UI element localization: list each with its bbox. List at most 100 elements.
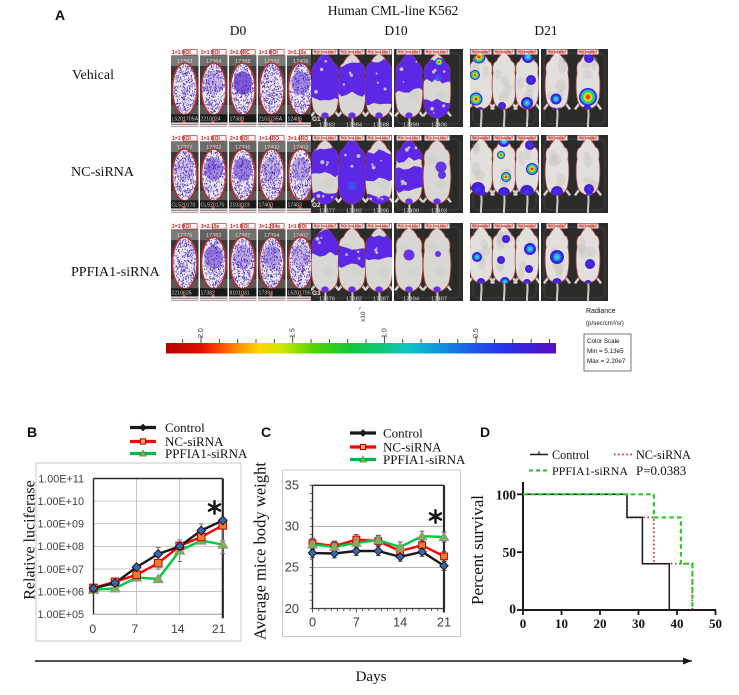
svg-text:0.5: 0.5	[473, 328, 480, 338]
svg-text:NC-siRNA: NC-siRNA	[383, 440, 442, 455]
svg-text:17382: 17382	[206, 233, 221, 239]
svg-text:1.0: 1.0	[381, 328, 388, 338]
svg-text:17400: 17400	[264, 145, 279, 151]
svg-text:17376: 17376	[319, 297, 335, 303]
svg-text:R0I 3=4.68e7: R0I 3=4.68e7	[579, 50, 599, 55]
svg-text:R0I 3=4.68e7: R0I 3=4.68e7	[579, 136, 599, 141]
svg-text:R0I 3=4.68e7: R0I 3=4.68e7	[398, 50, 422, 55]
svg-text:20: 20	[594, 616, 607, 631]
svg-text:1.00E+05: 1.00E+05	[37, 609, 84, 621]
svg-text:1.5: 1.5	[290, 328, 297, 338]
svg-text:R0I 3=4.68e7: R0I 3=4.68e7	[368, 136, 392, 141]
svg-text:Percent survival: Percent survival	[468, 495, 487, 605]
svg-text:3=2.10e: 3=2.10e	[288, 50, 306, 56]
svg-text:17376: 17376	[177, 233, 192, 239]
svg-text:17392: 17392	[346, 209, 362, 215]
svg-text:R0I 3=4.68e7: R0I 3=4.68e7	[314, 50, 338, 55]
svg-text:R0I 3=4.68e7: R0I 3=4.68e7	[472, 136, 492, 141]
svg-text:3=1.4RO: 3=1.4RO	[288, 136, 308, 142]
svg-text:17396: 17396	[235, 145, 250, 151]
svg-text:1=1.4RO: 1=1.4RO	[259, 136, 279, 142]
svg-text:1=1 ROI: 1=1 ROI	[201, 136, 220, 142]
svg-text:2103023: 2103023	[230, 203, 250, 209]
svg-text:3=2.0RC: 3=2.0RC	[230, 50, 250, 56]
svg-text:1.00E+08: 1.00E+08	[37, 541, 84, 553]
svg-text:17388: 17388	[235, 59, 250, 65]
svg-text:1=1 ROI: 1=1 ROI	[172, 136, 191, 142]
svg-text:17394: 17394	[264, 233, 279, 239]
svg-text:12406: 12406	[288, 117, 303, 123]
svg-text:A: A	[55, 7, 65, 23]
svg-text:D: D	[480, 424, 490, 440]
svg-text:PPFIA1-siRNA: PPFIA1-siRNA	[552, 464, 628, 478]
svg-text:17383: 17383	[177, 59, 192, 65]
svg-text:7: 7	[131, 622, 138, 636]
svg-text:17403: 17403	[431, 209, 447, 215]
svg-text:R0I 3=4.68e7: R0I 3=4.68e7	[426, 50, 450, 55]
svg-text:R0I 3=4.68e7: R0I 3=4.68e7	[368, 224, 392, 229]
svg-text:CL520170: CL520170	[201, 203, 225, 209]
svg-text:17387: 17387	[373, 297, 389, 303]
svg-text:2.0: 2.0	[198, 328, 205, 338]
svg-text:1.00E+11: 1.00E+11	[38, 473, 84, 485]
svg-text:R0I 3=4.68e7: R0I 3=4.68e7	[341, 50, 365, 55]
svg-text:1=1 ROI: 1=1 ROI	[230, 224, 249, 230]
svg-text:G2: G2	[312, 202, 321, 209]
svg-text:Days: Days	[356, 669, 387, 685]
svg-text:17382: 17382	[346, 297, 362, 303]
svg-text:1.00E+09: 1.00E+09	[37, 519, 84, 531]
svg-text:14: 14	[171, 622, 185, 636]
svg-text:R0I 3=4.68e7: R0I 3=4.68e7	[495, 136, 515, 141]
svg-text:1.00E+07: 1.00E+07	[37, 564, 84, 576]
svg-text:Relative luciferase: Relative luciferase	[22, 480, 39, 600]
svg-text:R0I 3=4.68e7: R0I 3=4.68e7	[518, 50, 538, 55]
svg-text:17407: 17407	[293, 233, 308, 239]
svg-text:1=1 ROI: 1=1 ROI	[259, 50, 278, 56]
svg-text:17396: 17396	[373, 209, 389, 215]
svg-text:17384: 17384	[206, 59, 221, 65]
svg-text:D0: D0	[230, 23, 247, 38]
svg-text:R0I 3=4.68e7: R0I 3=4.68e7	[495, 50, 515, 55]
svg-text:Radiance: Radiance	[586, 308, 616, 315]
svg-text:Human CML-line K562: Human CML-line K562	[328, 3, 459, 18]
svg-text:2=2 ROI: 2=2 ROI	[230, 136, 249, 142]
svg-text:Control: Control	[383, 426, 423, 441]
svg-text:17406: 17406	[431, 123, 447, 129]
svg-text:1=1 ROI: 1=1 ROI	[172, 50, 191, 56]
svg-text:17394: 17394	[403, 297, 420, 303]
svg-text:x10: x10	[360, 311, 367, 322]
svg-text:25: 25	[285, 560, 299, 575]
svg-text:CL520170: CL520170	[172, 203, 196, 209]
svg-text:2=1 ROI: 2=1 ROI	[201, 50, 220, 56]
svg-text:G1: G1	[312, 116, 321, 123]
svg-text:C: C	[261, 424, 271, 440]
svg-text:3=2.10e: 3=2.10e	[201, 224, 219, 230]
svg-text:R0I 3=4.68e7: R0I 3=4.68e7	[398, 136, 422, 141]
svg-text:R0I 3=4.68e7: R0I 3=4.68e7	[341, 136, 365, 141]
svg-text:50: 50	[709, 616, 722, 631]
svg-text:2210024: 2210024	[201, 117, 221, 123]
svg-text:PPFIA1-siRNA: PPFIA1-siRNA	[165, 446, 248, 461]
svg-text:Color Scale: Color Scale	[587, 338, 620, 345]
svg-text:2103735A: 2103735A	[259, 117, 283, 123]
svg-text:17382: 17382	[201, 291, 216, 297]
svg-text:17383: 17383	[319, 123, 335, 129]
svg-text:35: 35	[285, 478, 299, 493]
svg-text:17400: 17400	[403, 209, 419, 215]
svg-text:R0I 3=4.68e7: R0I 3=4.68e7	[579, 224, 599, 229]
svg-text:17400: 17400	[259, 203, 274, 209]
svg-text:R0I 3=4.68e7: R0I 3=4.68e7	[472, 224, 492, 229]
svg-text:1=1 ROI: 1=1 ROI	[288, 224, 307, 230]
svg-text:100: 100	[496, 488, 517, 503]
svg-text:17407: 17407	[431, 297, 447, 303]
svg-text:PPFIA1-siRNA: PPFIA1-siRNA	[383, 452, 466, 467]
svg-text:Control: Control	[552, 448, 590, 462]
svg-text:17403: 17403	[288, 203, 303, 209]
svg-text:Control: Control	[165, 420, 205, 435]
svg-text:17387: 17387	[235, 233, 250, 239]
svg-text:Max = 2.20e7: Max = 2.20e7	[587, 358, 626, 365]
svg-text:0: 0	[520, 616, 527, 631]
svg-text:R0I 3=4.68e7: R0I 3=4.68e7	[495, 224, 515, 229]
svg-text:20: 20	[285, 601, 299, 616]
svg-text:R0I 3=4.68e7: R0I 3=4.68e7	[472, 50, 492, 55]
